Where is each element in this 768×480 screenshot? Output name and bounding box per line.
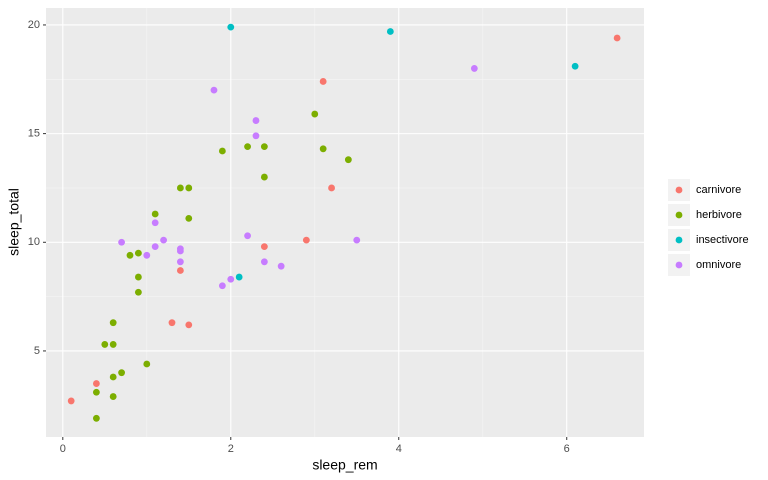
point xyxy=(151,243,159,251)
point xyxy=(185,214,193,222)
x-tick-label: 4 xyxy=(396,443,402,455)
point xyxy=(244,232,251,240)
point xyxy=(185,321,193,329)
point xyxy=(260,243,268,251)
point xyxy=(109,341,117,348)
point xyxy=(571,62,579,70)
point xyxy=(235,273,243,281)
point xyxy=(168,319,176,327)
y-tick-label: 10 xyxy=(28,236,40,248)
point xyxy=(344,156,352,164)
point xyxy=(185,184,193,192)
point xyxy=(160,236,167,244)
point xyxy=(92,380,100,387)
points xyxy=(67,23,621,422)
point xyxy=(92,388,100,396)
point xyxy=(252,117,260,124)
point xyxy=(260,143,268,151)
point xyxy=(302,236,310,244)
legend-swatch xyxy=(675,211,683,219)
point xyxy=(134,273,142,281)
point xyxy=(470,65,478,72)
point xyxy=(101,341,109,348)
legend-label: carnivore xyxy=(696,184,741,196)
point xyxy=(353,236,361,244)
point xyxy=(176,258,184,266)
legend-label: omnivore xyxy=(696,259,741,271)
y-tick-label: 5 xyxy=(34,345,40,357)
point xyxy=(109,393,117,400)
point xyxy=(260,173,268,181)
point xyxy=(386,28,394,35)
point xyxy=(319,78,327,85)
point xyxy=(227,23,235,31)
grid xyxy=(46,8,644,437)
y-axis-title: sleep_total xyxy=(6,188,22,256)
point xyxy=(218,282,226,290)
point xyxy=(118,238,125,246)
point xyxy=(227,275,235,283)
legend-label: insectivore xyxy=(696,234,749,246)
point xyxy=(277,262,285,270)
legend-swatch xyxy=(675,236,683,244)
point xyxy=(260,258,268,266)
point xyxy=(328,184,335,192)
x-tick-label: 2 xyxy=(228,443,234,455)
x-axis-title: sleep_rem xyxy=(312,457,377,473)
point xyxy=(210,86,218,94)
x-tick-label: 0 xyxy=(60,443,66,455)
point xyxy=(176,267,184,274)
point xyxy=(218,147,226,155)
point xyxy=(319,145,327,153)
point xyxy=(244,143,251,151)
legend-label: herbivore xyxy=(696,209,742,221)
point xyxy=(143,360,151,368)
point xyxy=(134,288,142,296)
legend-swatch xyxy=(675,261,683,269)
point xyxy=(118,369,125,377)
point xyxy=(176,247,184,255)
point xyxy=(176,184,184,192)
point xyxy=(613,34,621,42)
y-tick-label: 20 xyxy=(28,19,40,31)
legend: carnivore herbivore insectivore omnivore xyxy=(668,177,749,277)
point xyxy=(109,319,117,327)
point xyxy=(126,251,134,259)
point xyxy=(92,414,100,422)
point xyxy=(311,110,319,118)
point xyxy=(151,210,159,218)
point xyxy=(109,373,117,381)
legend-swatch xyxy=(675,186,683,194)
point xyxy=(67,397,75,405)
panel xyxy=(46,8,644,437)
x-tick-label: 6 xyxy=(564,443,570,455)
point xyxy=(151,219,159,227)
point xyxy=(252,132,260,140)
point xyxy=(134,249,142,257)
point xyxy=(143,251,151,259)
y-tick-label: 15 xyxy=(28,128,40,140)
